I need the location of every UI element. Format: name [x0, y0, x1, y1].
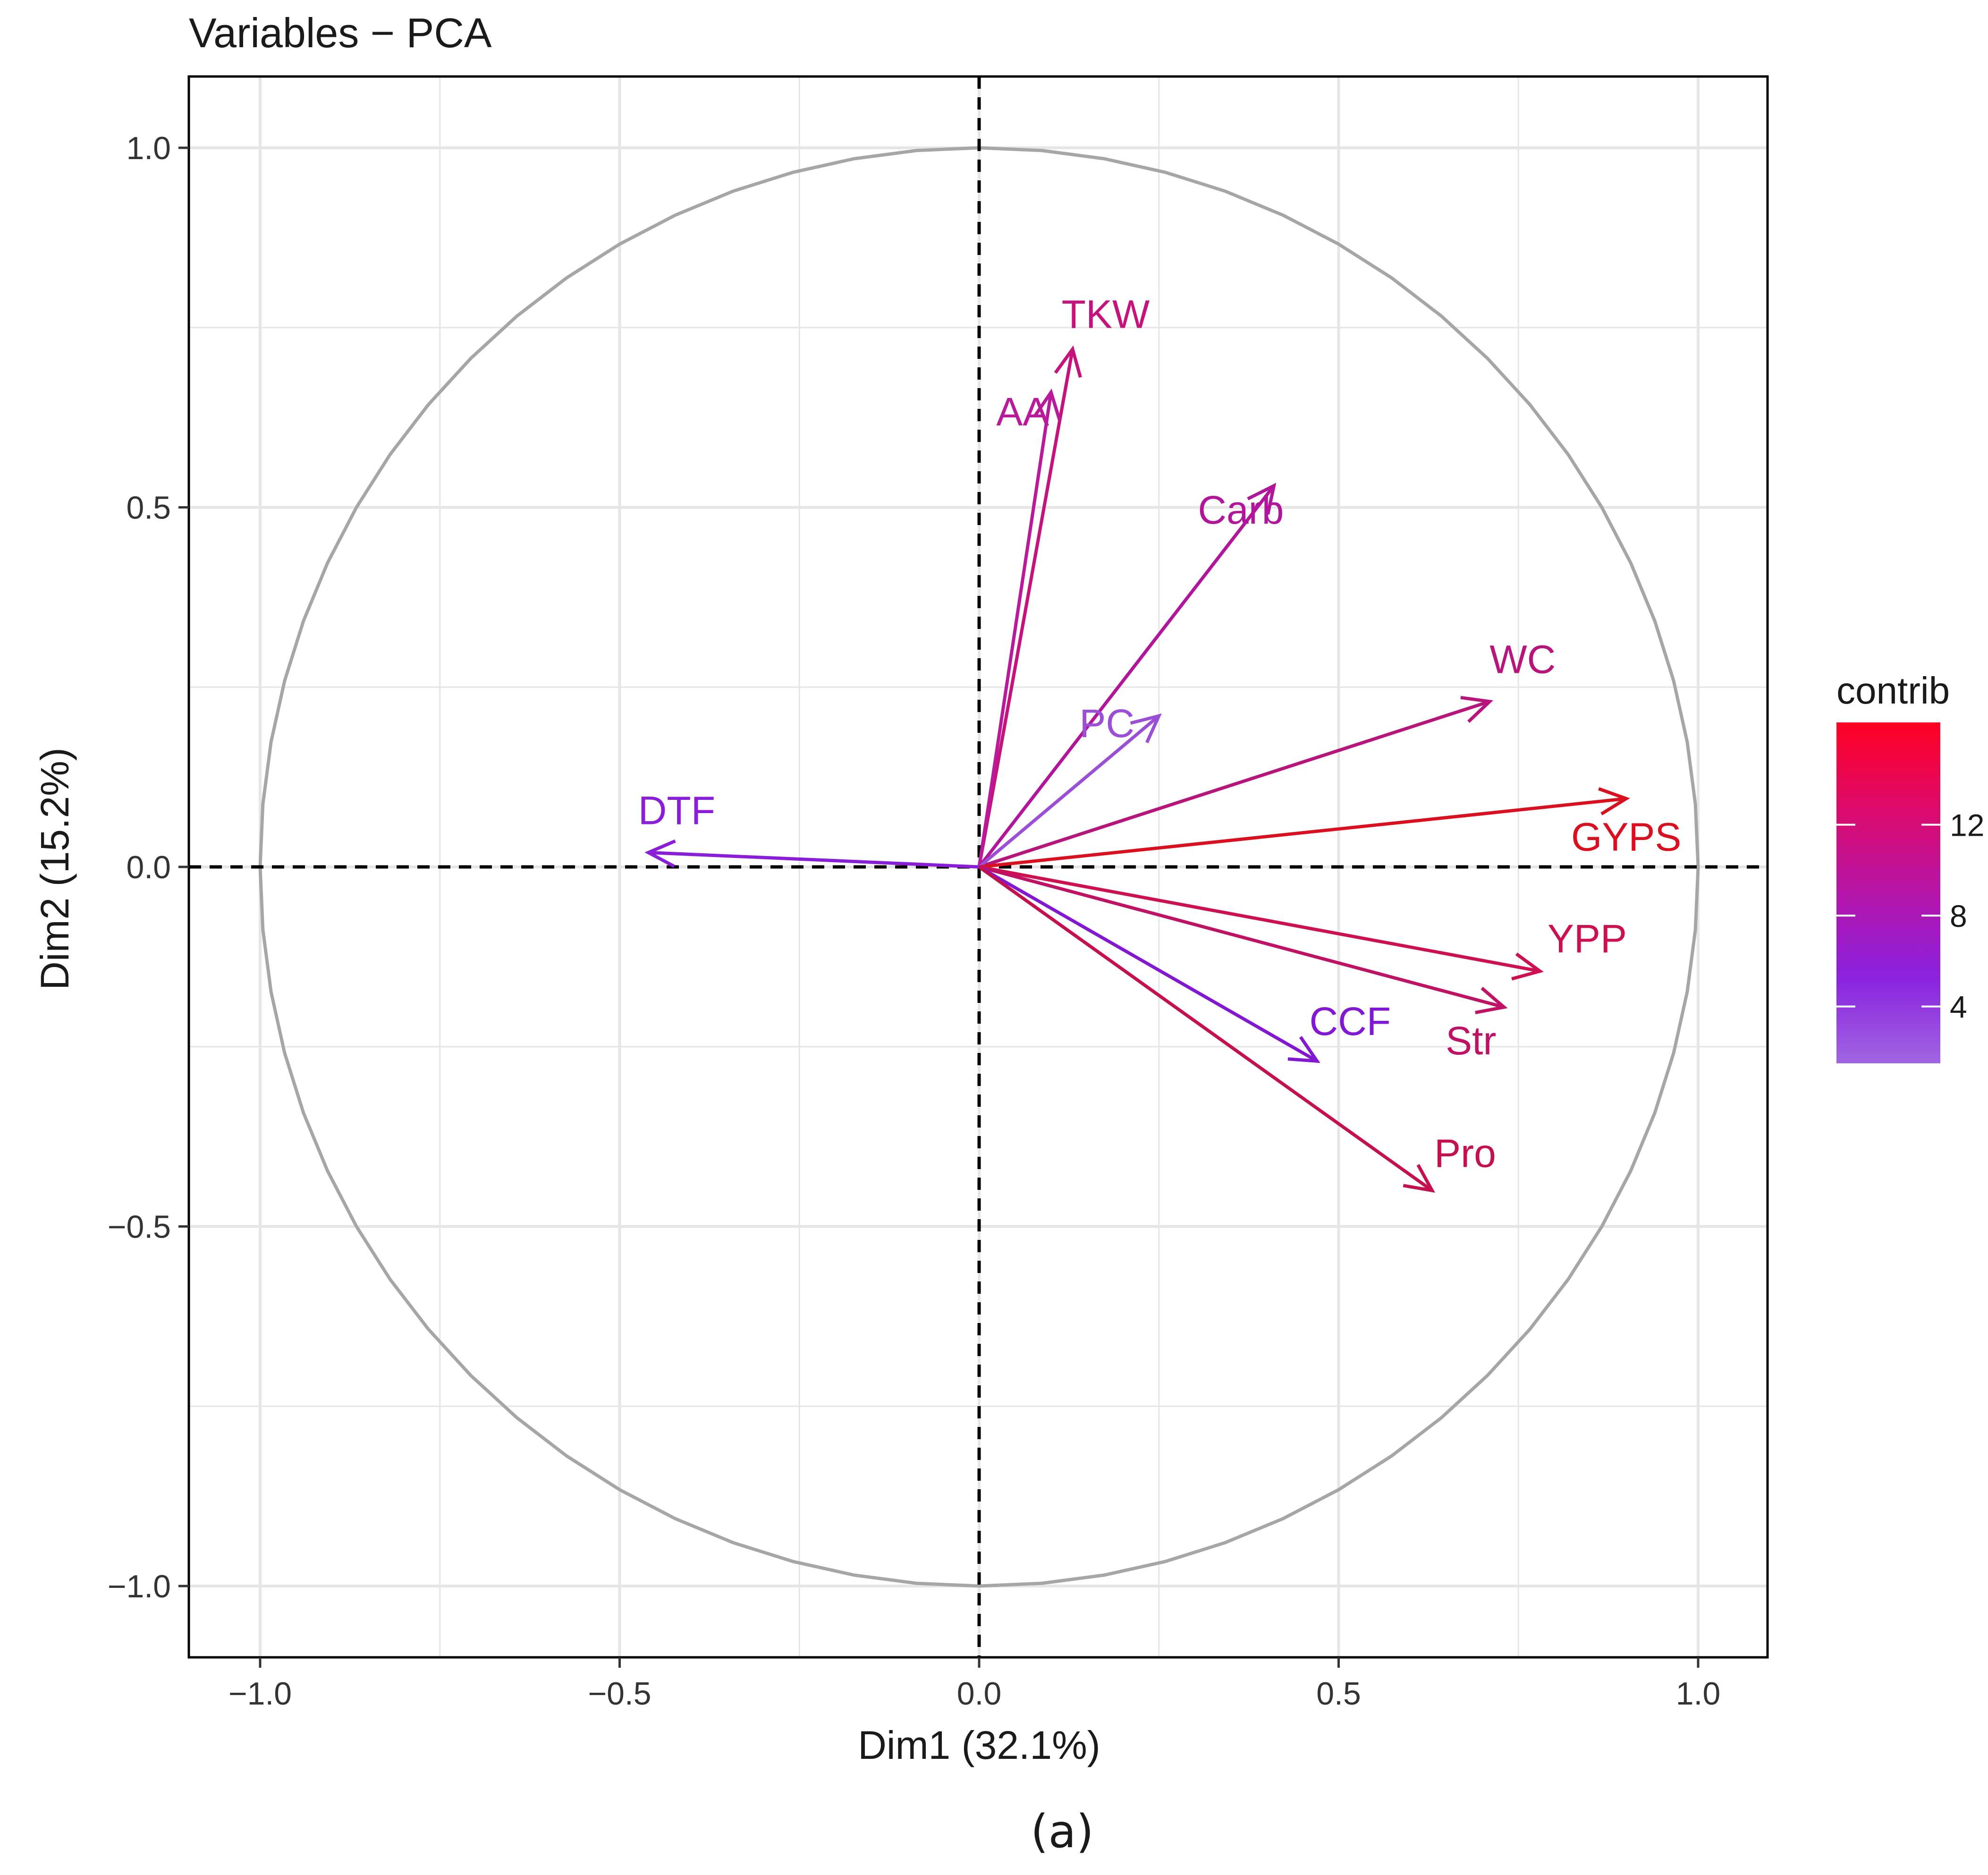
label-dtf: DTF — [638, 789, 715, 833]
legend-tick-label: 12 — [1950, 808, 1984, 843]
label-pc: PC — [1079, 701, 1134, 746]
x-tick-label: −0.5 — [588, 1676, 651, 1712]
x-tick-label: 1.0 — [1676, 1676, 1721, 1712]
arrow-ypp — [979, 865, 1540, 973]
legend-color-bar — [1836, 722, 1940, 1063]
arrowhead-wc — [1460, 696, 1494, 723]
figure-caption: (a) — [1031, 1805, 1094, 1858]
variable-arrows — [644, 345, 1630, 1193]
arrowhead-aa — [1033, 388, 1061, 421]
arrow-pro — [978, 865, 1433, 1192]
arrowhead-carb — [1247, 483, 1277, 515]
x-tick-label: −1.0 — [228, 1676, 292, 1712]
label-carb: Carb — [1198, 488, 1284, 532]
x-axis-ticks: −1.0 −0.5 0.0 0.5 1.0 — [228, 1657, 1720, 1712]
arrow-ccf — [978, 865, 1318, 1063]
arrow-pc — [978, 714, 1160, 868]
y-tick-label: 0.5 — [126, 490, 171, 526]
arrow-str — [979, 865, 1505, 1009]
label-gyps: GYPS — [1571, 814, 1681, 859]
y-axis-ticks: −1.0 −0.5 0.0 0.5 1.0 — [108, 130, 189, 1604]
label-tkw: TKW — [1062, 292, 1150, 336]
label-str: Str — [1446, 1018, 1496, 1063]
arrowhead-dtf — [644, 839, 676, 868]
y-tick-label: 0.0 — [126, 849, 171, 885]
label-pro: Pro — [1434, 1131, 1496, 1175]
y-tick-label: 1.0 — [126, 130, 171, 166]
legend-title: contrib — [1836, 670, 1950, 712]
legend-tick-label: 4 — [1950, 990, 1967, 1025]
arrow-carb — [978, 484, 1276, 868]
chart-title: Variables − PCA — [189, 9, 492, 56]
variable-labels: TKW AA Carb WC PC DTF GYPS YPP Str CCF Pro — [638, 292, 1682, 1175]
legend-ticks: 4 8 12 — [1836, 808, 1984, 1025]
arrowhead-pc — [1130, 713, 1162, 744]
arrowhead-gyps — [1598, 787, 1630, 815]
y-axis-label: Dim2 (15.2%) — [33, 747, 77, 990]
arrowhead-tkw — [1054, 345, 1082, 378]
arrowhead-ccf — [1287, 1036, 1320, 1063]
label-ypp: YPP — [1548, 916, 1627, 961]
arrowhead-ypp — [1511, 952, 1544, 981]
plot-panel: TKW AA Carb WC PC DTF GYPS YPP Str CCF Pro — [187, 75, 1769, 1659]
arrow-tkw — [977, 348, 1074, 867]
arrow-gyps — [979, 797, 1627, 869]
legend-tick-label: 8 — [1950, 899, 1967, 933]
label-ccf: CCF — [1309, 999, 1391, 1044]
x-tick-label: 0.0 — [957, 1676, 1002, 1712]
arrow-dtf — [648, 851, 980, 869]
label-aa: AA — [996, 390, 1049, 434]
label-wc: WC — [1489, 637, 1556, 682]
arrow-wc — [978, 700, 1490, 869]
x-tick-label: 0.5 — [1316, 1676, 1361, 1712]
y-tick-label: −1.0 — [108, 1569, 171, 1604]
arrow-aa — [977, 392, 1053, 867]
y-tick-label: −0.5 — [108, 1209, 171, 1245]
color-legend: contrib 4 8 12 — [1836, 670, 1984, 1063]
arrowhead-str — [1475, 986, 1508, 1014]
x-axis-label: Dim1 (32.1%) — [858, 1723, 1100, 1767]
arrowhead-pro — [1403, 1164, 1436, 1193]
